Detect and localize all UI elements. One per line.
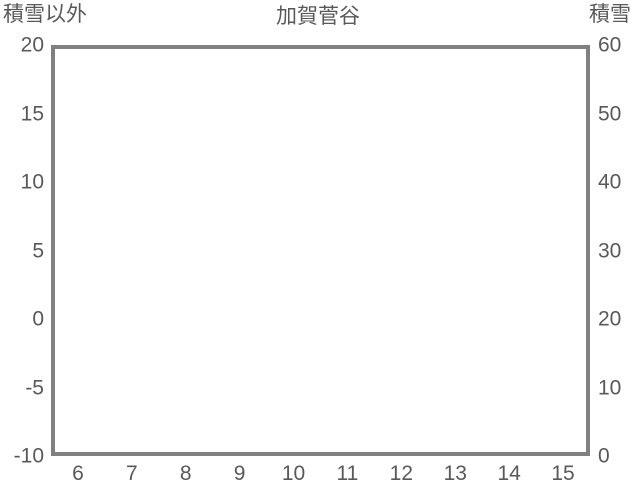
x-axis-tick: 7: [126, 462, 138, 485]
y-axis-right-tick: 20: [598, 307, 622, 331]
y-axis-left-tick: 10: [20, 170, 44, 194]
page-title: 加賀菅谷: [276, 5, 360, 28]
x-axis-tick: 12: [389, 462, 414, 485]
y-axis-right-tick: 60: [598, 33, 622, 57]
left-axis-title: 積雪以外: [3, 3, 87, 26]
plot-frame: [51, 45, 590, 456]
y-axis-left-tick: 20: [20, 33, 44, 57]
plot-area: [51, 45, 590, 456]
y-axis-right-tick: 0: [598, 444, 610, 468]
y-axis-right-tick: 50: [598, 102, 622, 125]
y-axis-left-tick: 15: [20, 102, 44, 125]
y-axis-left: 20 15 10 5 0 -5 -10: [0, 35, 44, 467]
y-axis-left-tick: 5: [32, 239, 44, 262]
x-axis-tick: 6: [72, 462, 84, 485]
y-axis-left-tick: -5: [25, 376, 44, 399]
y-axis-right-tick: 40: [598, 170, 622, 194]
y-axis-left-tick: 0: [32, 307, 44, 331]
x-axis-tick: 8: [179, 462, 192, 485]
y-axis-right-tick: 30: [598, 239, 622, 262]
x-axis-tick: 9: [233, 462, 246, 485]
x-axis-tick: 10: [281, 462, 306, 485]
x-axis-tick: 13: [443, 462, 467, 485]
right-axis-title: 積雪: [589, 3, 631, 26]
x-axis: 6 7 8 9 10 11 12 13 14 15: [51, 463, 590, 493]
y-axis-right-tick: 10: [598, 376, 622, 399]
y-axis-left-tick: -10: [13, 444, 44, 468]
y-axis-right: 60 50 40 30 20 10 0: [598, 35, 636, 467]
x-axis-tick: 15: [551, 462, 575, 485]
x-axis-tick: 14: [497, 462, 521, 485]
x-axis-tick: 11: [336, 462, 359, 485]
